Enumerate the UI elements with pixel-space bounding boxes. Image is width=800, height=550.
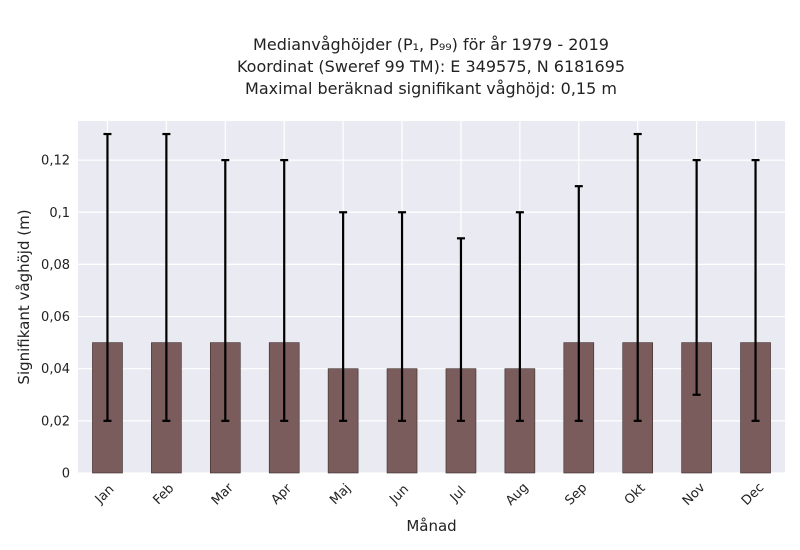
title-line-2: Koordinat (Sweref 99 TM): E 349575, N 61… xyxy=(236,57,626,76)
error-bar-aug xyxy=(515,211,524,422)
error-bar-dec xyxy=(751,159,760,422)
error-bar-okt xyxy=(633,132,642,422)
plot-area xyxy=(78,121,785,473)
x-tick-label: Jun xyxy=(386,482,412,508)
error-bar-jul xyxy=(456,237,465,422)
title-line-3: Maximal beräknad signifikant våghöjd: 0,… xyxy=(245,79,617,98)
x-tick-label: Jul xyxy=(447,484,469,506)
x-axis-label: Månad xyxy=(406,517,456,535)
error-bar-apr xyxy=(280,159,289,422)
x-tick-label: Okt xyxy=(622,481,649,508)
x-tick-label: Dec xyxy=(739,480,767,508)
x-tick-label: Nov xyxy=(680,480,709,509)
y-tick-label: 0,08 xyxy=(41,258,70,273)
error-bar-jan xyxy=(103,132,112,422)
y-tick-label: 0 xyxy=(62,467,70,482)
error-bar-feb xyxy=(162,132,171,422)
x-tick-label: Feb xyxy=(150,481,177,508)
y-tick-label: 0,12 xyxy=(41,154,70,169)
title-line-1: Medianvåghöjder (P₁, P₉₉) för år 1979 - … xyxy=(253,35,609,54)
x-tick-label: Maj xyxy=(327,481,354,508)
x-tick-label: Apr xyxy=(268,481,295,508)
error-bar-nov xyxy=(692,159,701,396)
error-bar-mar xyxy=(221,159,230,422)
y-tick-label: 0,1 xyxy=(49,206,70,221)
y-axis-ticks: 0 0,02 0,04 0,06 0,08 0,1 0,12 xyxy=(41,154,70,482)
x-axis-ticks: Jan Feb Mar Apr Maj Jun Jul Aug Sep Okt Nov Dec xyxy=(92,480,767,509)
chart-title: Medianvåghöjder (P₁, P₉₉) för år 1979 - … xyxy=(0,34,800,100)
y-tick-label: 0,06 xyxy=(41,310,70,325)
x-tick-label: Sep xyxy=(562,481,590,509)
y-tick-label: 0,04 xyxy=(41,362,70,377)
error-bars xyxy=(103,132,760,422)
y-axis-label: Signifikant våghöjd (m) xyxy=(15,209,33,384)
error-bar-jun xyxy=(398,211,407,422)
x-tick-label: Mar xyxy=(209,480,237,508)
error-bar-sep xyxy=(574,185,583,422)
x-tick-label: Aug xyxy=(503,480,532,509)
x-tick-label: Jan xyxy=(92,482,117,507)
error-bar-maj xyxy=(339,211,348,422)
y-tick-label: 0,02 xyxy=(41,414,70,429)
